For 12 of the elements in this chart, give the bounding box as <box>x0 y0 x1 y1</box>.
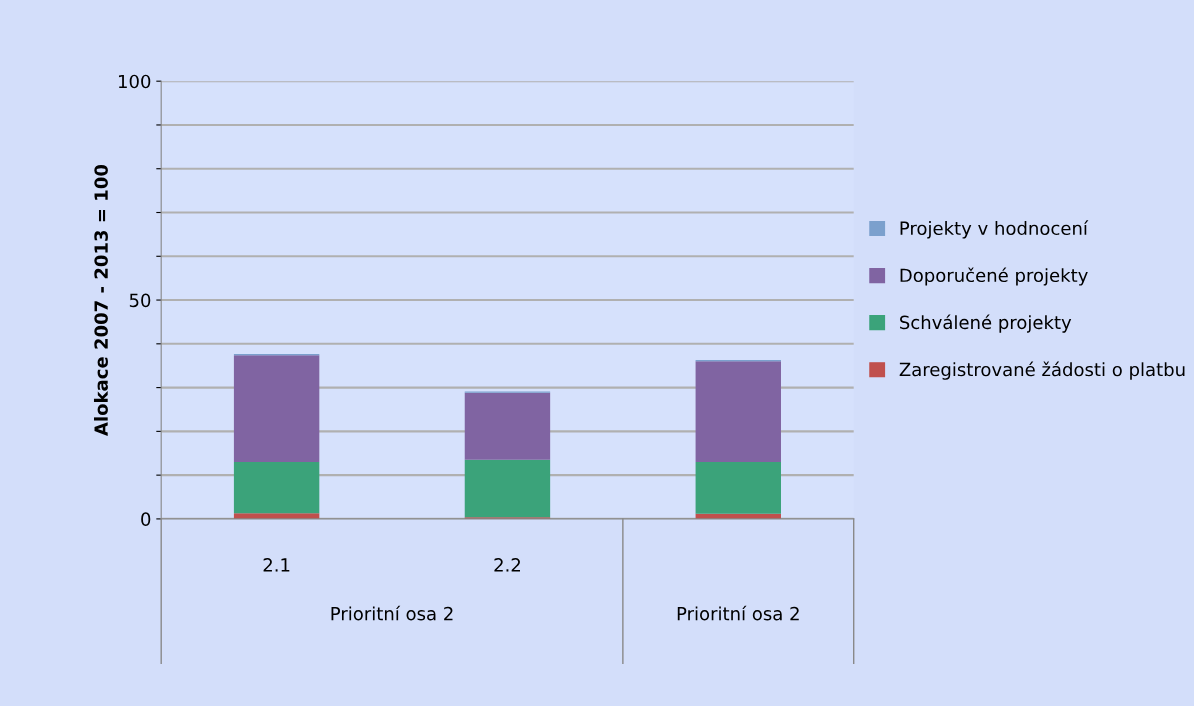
legend-label: Projekty v hodnocení <box>900 220 1089 239</box>
x-tick-label: 2.1 <box>263 558 290 572</box>
y-tick-label: 0 <box>141 512 151 527</box>
y-tick-label: 100 <box>118 74 151 89</box>
legend-label: Doporučené projekty <box>900 267 1088 286</box>
text: Prioritní osa 2 <box>677 605 799 621</box>
y-tick-label: 50 <box>129 293 151 308</box>
y-axis-title: Alokace 2007 - 2013 = 100 <box>93 164 108 436</box>
legend-label: Zaregistrované žádosti o platbu <box>899 361 1185 380</box>
text: Prioritní osa 2 <box>331 605 453 621</box>
legend-label: Schválené projekty <box>900 314 1072 333</box>
x-tick-label: 2.2 <box>494 558 520 572</box>
